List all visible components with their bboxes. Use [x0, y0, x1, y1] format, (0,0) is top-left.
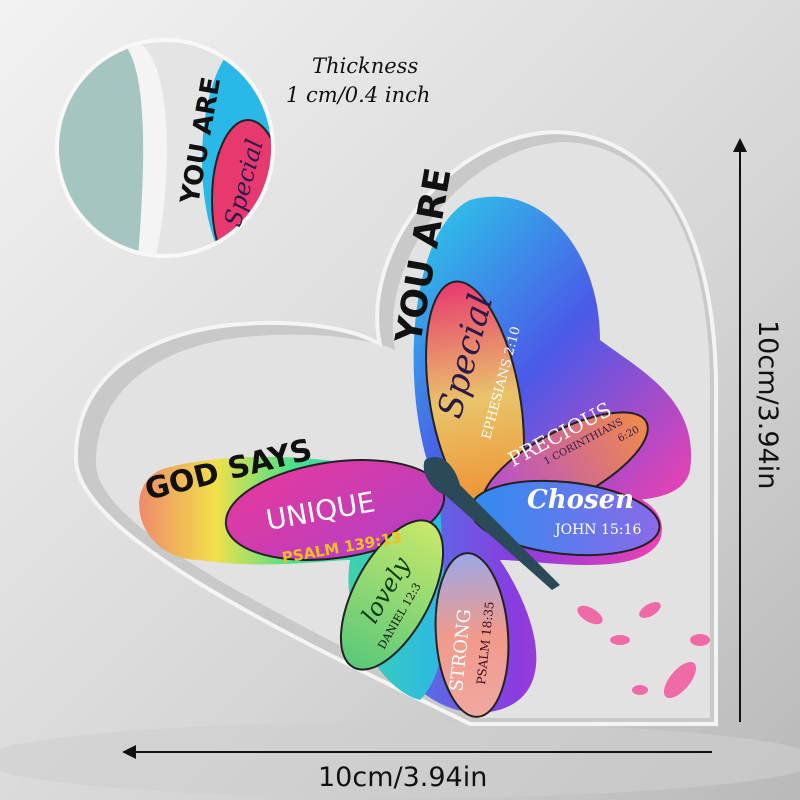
petal-chosen-verse: JOHN 15:16	[553, 522, 641, 538]
thickness-value: 1 cm/0.4 inch	[286, 83, 430, 107]
width-dimension-arrow	[122, 745, 712, 759]
butterfly-body	[423, 456, 560, 590]
butterfly	[139, 196, 692, 718]
floor-shadow	[0, 722, 800, 798]
width-dimension-label: 10cm/3.94in	[318, 762, 487, 793]
thickness-label: Thickness	[312, 54, 418, 78]
height-dimension-arrow	[733, 138, 747, 722]
petal-chosen-word: Chosen	[527, 485, 634, 515]
height-dimension-label: 10cm/3.94in	[752, 320, 783, 489]
small-butterflies	[577, 602, 710, 699]
thickness-inset: YOU ARE Special	[55, 38, 275, 258]
petal-strong	[434, 552, 510, 718]
petal-lovely	[339, 519, 445, 671]
